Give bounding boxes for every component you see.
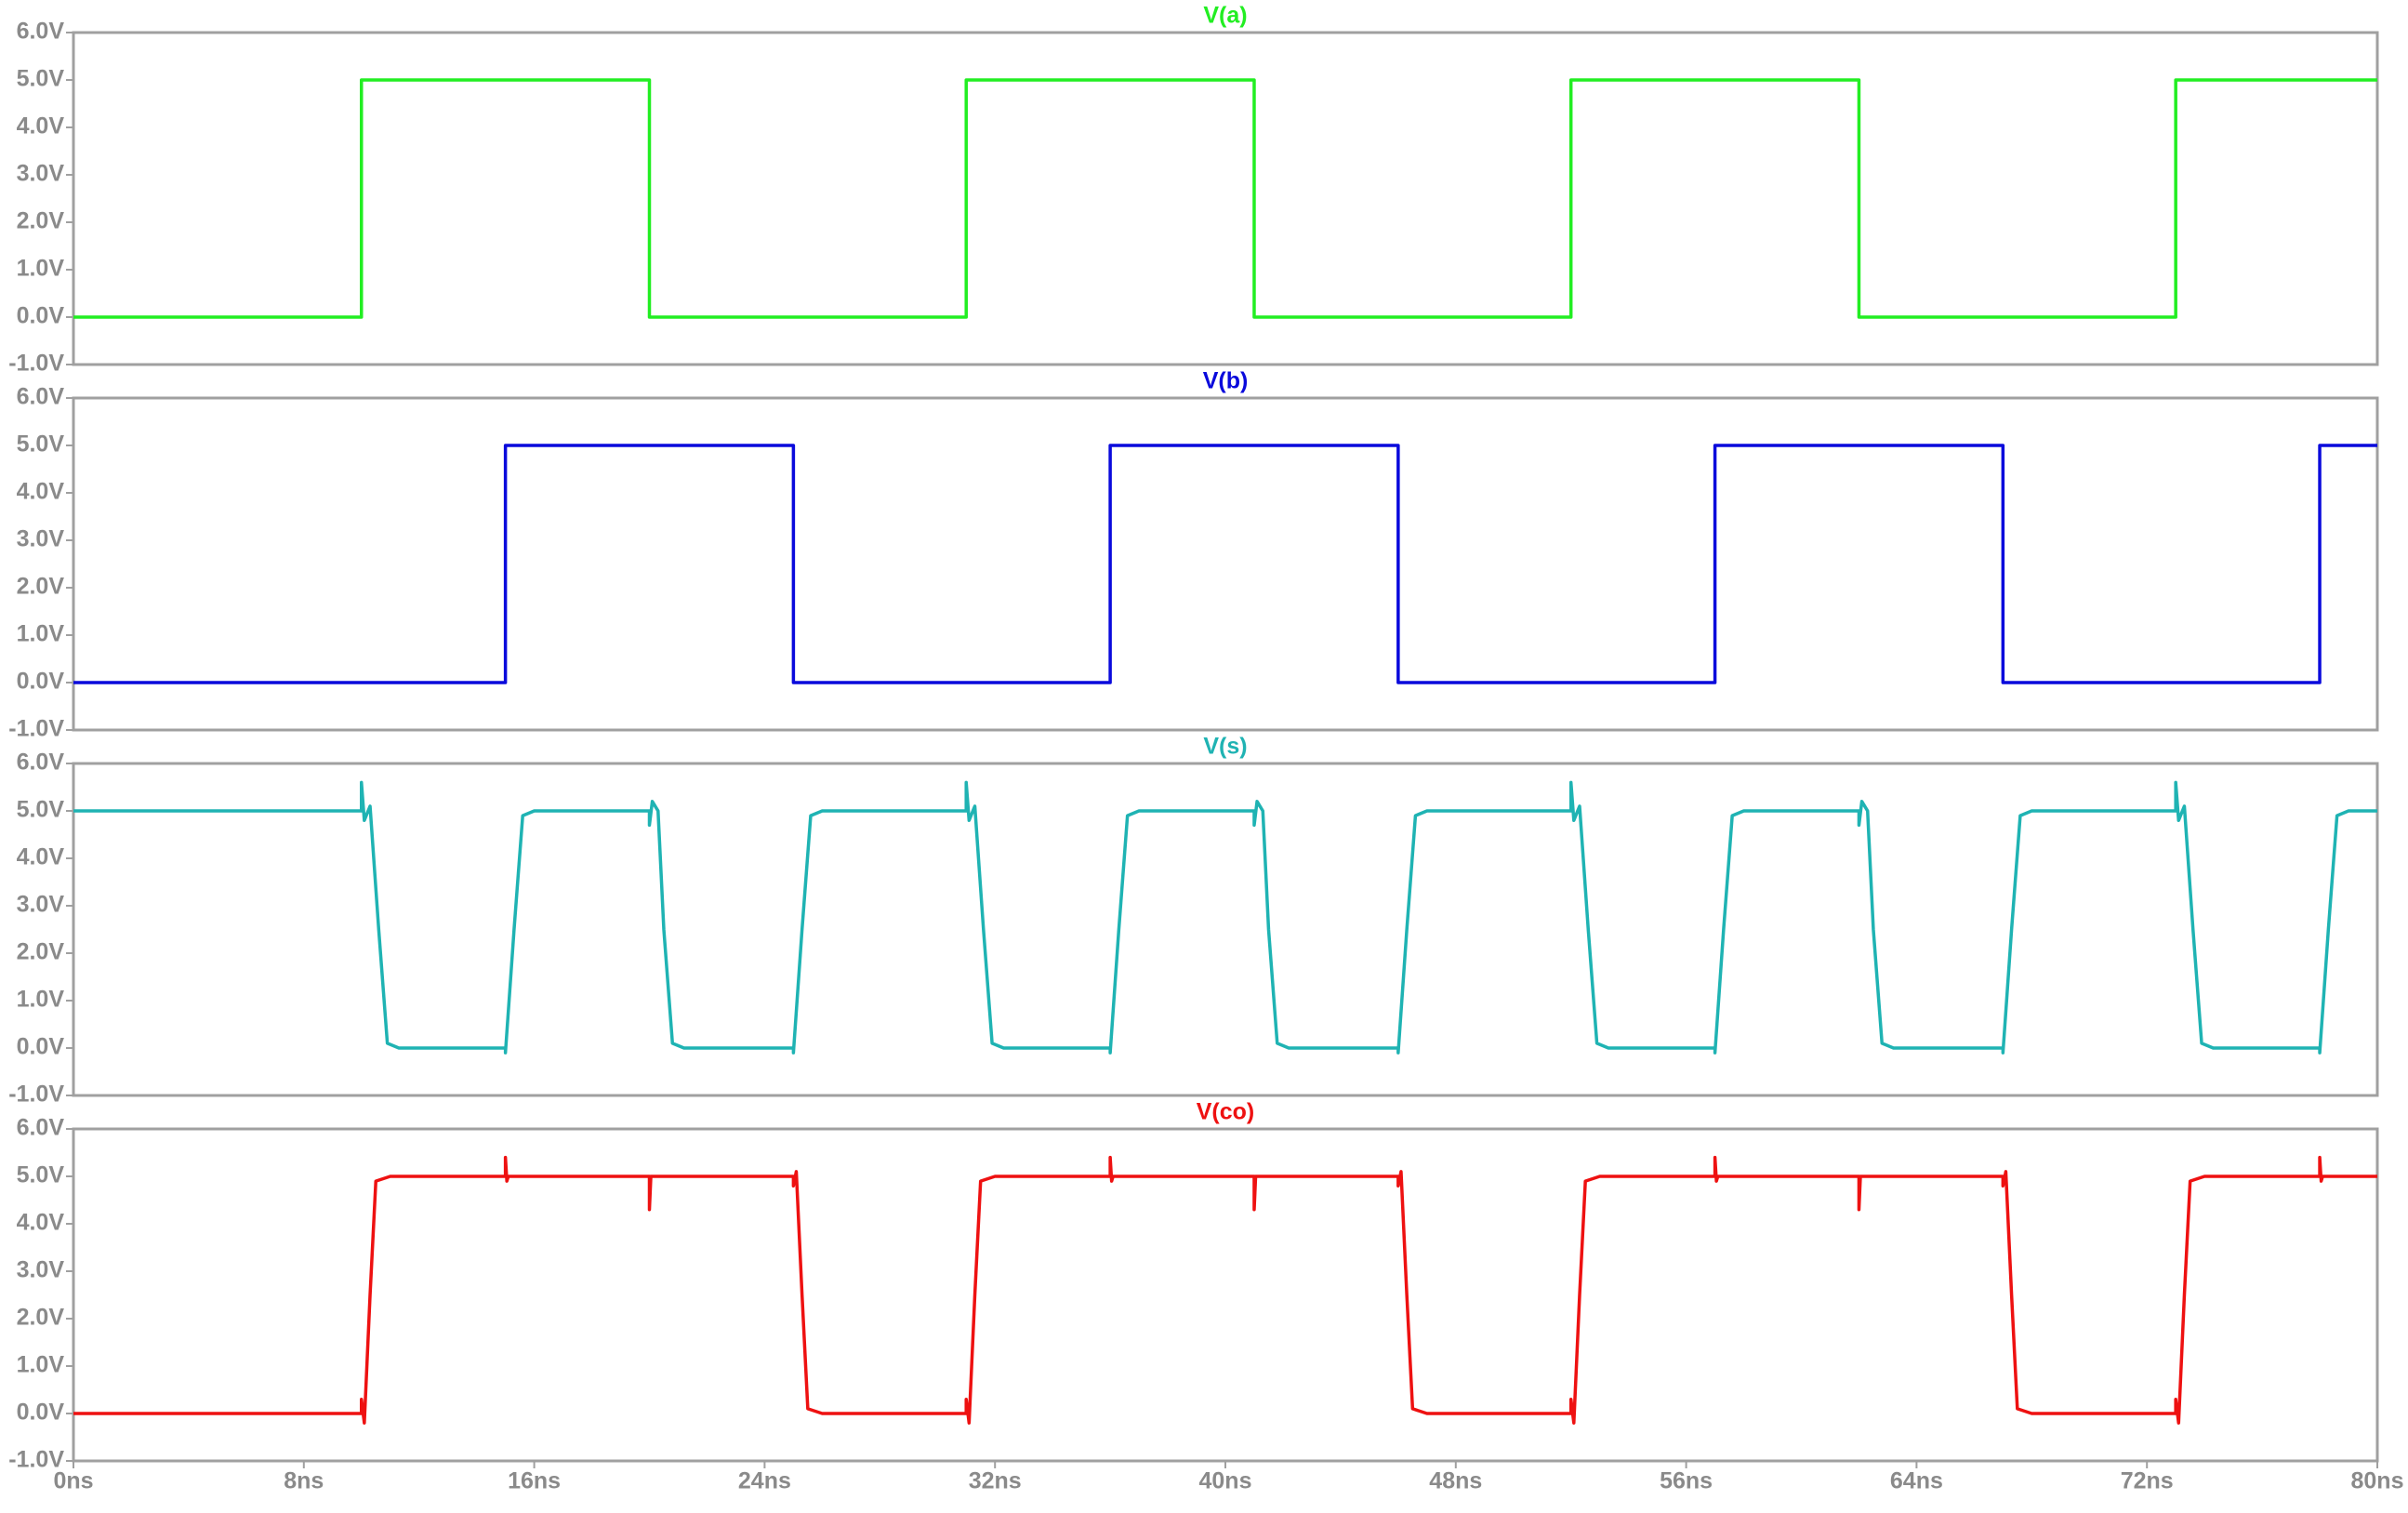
x-tick-label: 56ns: [1660, 1468, 1713, 1494]
y-tick-label: 2.0V: [17, 939, 65, 965]
y-tick-label: 0.0V: [17, 303, 65, 329]
y-tick-label: 5.0V: [17, 431, 65, 458]
y-tick-label: 0.0V: [17, 1400, 65, 1426]
y-tick-label: -1.0V: [8, 1447, 64, 1473]
plot-frame: [72, 396, 2379, 732]
y-tick-label: 6.0V: [17, 19, 65, 45]
x-tick-label: 16ns: [508, 1468, 561, 1494]
y-tick-label: 1.0V: [17, 621, 65, 647]
y-tick-label: -1.0V: [8, 351, 64, 377]
y-tick-label: 6.0V: [17, 1115, 65, 1141]
y-tick-label: 1.0V: [17, 256, 65, 282]
x-tick-label: 48ns: [1429, 1468, 1482, 1494]
x-tick-label: 40ns: [1199, 1468, 1252, 1494]
y-tick-label: 2.0V: [17, 208, 65, 234]
plot-frame: [72, 762, 2379, 1097]
trace-title: V(s): [1203, 734, 1247, 760]
y-tick-label: 2.0V: [17, 1305, 65, 1331]
y-tick-label: 1.0V: [17, 987, 65, 1013]
x-tick-label: 24ns: [738, 1468, 791, 1494]
y-tick-label: 3.0V: [17, 1257, 65, 1283]
y-tick-label: 0.0V: [17, 669, 65, 695]
y-tick-label: 4.0V: [17, 844, 65, 870]
x-tick-label: 32ns: [969, 1468, 1022, 1494]
trace: [73, 444, 2377, 684]
x-tick-label: 0ns: [53, 1468, 93, 1494]
y-tick-label: 0.0V: [17, 1034, 65, 1060]
trace-title: V(co): [1197, 1099, 1255, 1125]
y-tick-label: 5.0V: [17, 1162, 65, 1188]
y-tick-label: 2.0V: [17, 574, 65, 600]
y-tick-label: 5.0V: [17, 66, 65, 92]
y-tick-label: 5.0V: [17, 797, 65, 823]
y-tick-label: 4.0V: [17, 113, 65, 139]
y-tick-label: 6.0V: [17, 750, 65, 776]
y-tick-label: 1.0V: [17, 1352, 65, 1378]
trace-title: V(b): [1203, 368, 1249, 394]
plot-frame: [72, 1127, 2379, 1463]
trace-title: V(a): [1203, 3, 1247, 29]
y-tick-label: 3.0V: [17, 892, 65, 918]
y-tick-label: 6.0V: [17, 384, 65, 410]
y-tick-label: -1.0V: [8, 716, 64, 742]
trace: [73, 780, 2377, 1055]
x-tick-label: 72ns: [2121, 1468, 2174, 1494]
y-tick-label: 3.0V: [17, 161, 65, 187]
x-tick-label: 8ns: [284, 1468, 324, 1494]
y-tick-label: 4.0V: [17, 479, 65, 505]
y-tick-label: 3.0V: [17, 526, 65, 552]
x-tick-label: 64ns: [1890, 1468, 1943, 1494]
trace: [73, 78, 2377, 319]
y-tick-label: -1.0V: [8, 1082, 64, 1108]
y-tick-label: 4.0V: [17, 1210, 65, 1236]
trace: [73, 1155, 2377, 1425]
plot-frame: [72, 31, 2379, 366]
x-tick-label: 80ns: [2351, 1468, 2404, 1494]
